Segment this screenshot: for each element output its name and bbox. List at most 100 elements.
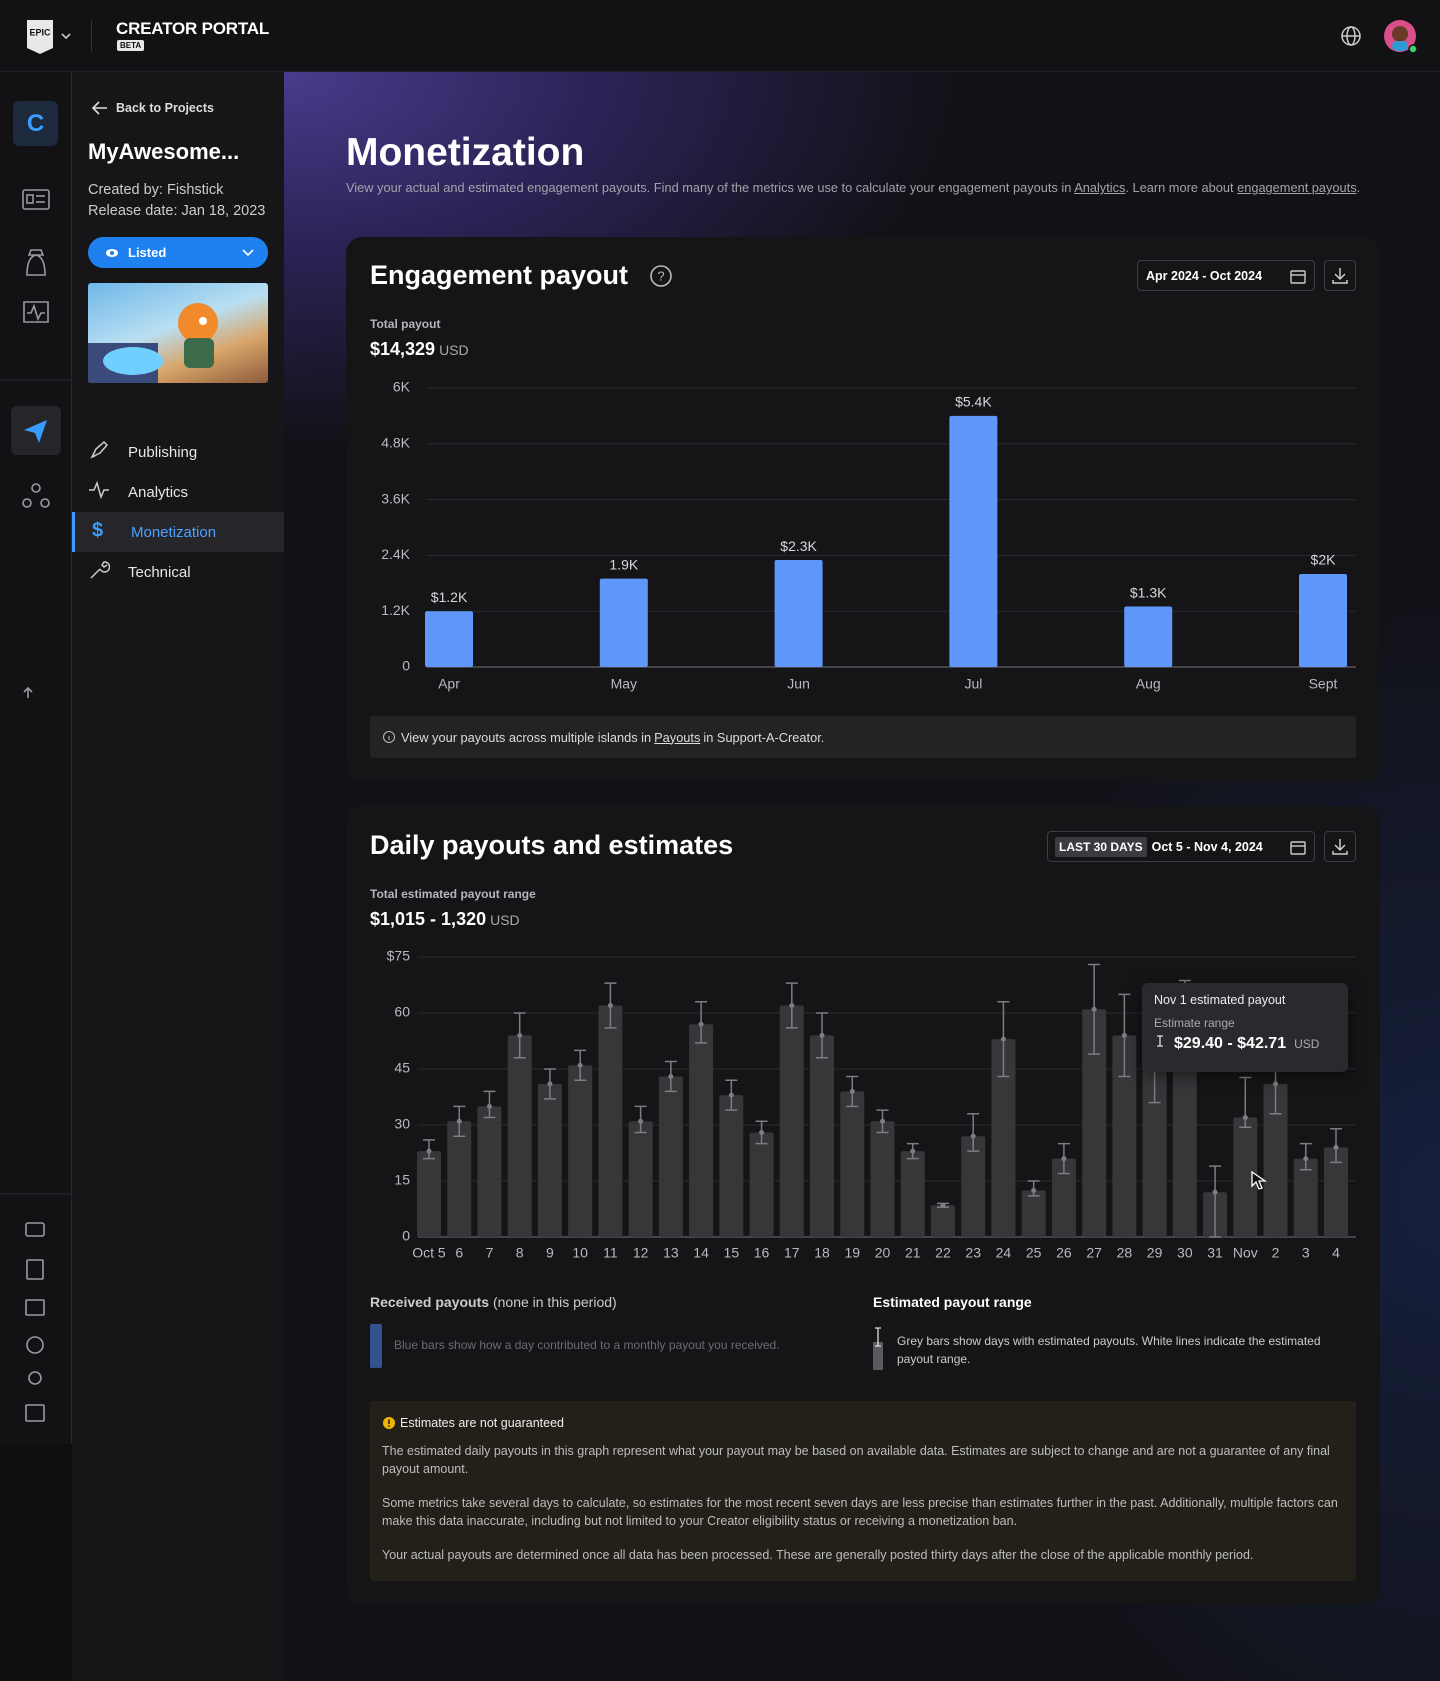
bar <box>1051 1158 1076 1237</box>
divider <box>91 20 92 52</box>
nav-icon <box>90 440 109 459</box>
top-bar <box>0 0 1440 72</box>
estimate-point <box>698 1021 704 1027</box>
legend-title: Received payouts <box>370 1294 490 1310</box>
x-tick-label: 13 <box>663 1245 679 1261</box>
warning-paragraph: Your actual payouts are determined once … <box>382 1548 1254 1562</box>
download-button[interactable] <box>1324 831 1356 862</box>
thumbnail-art <box>88 303 218 383</box>
bar <box>749 1132 774 1237</box>
unit: USD <box>439 342 469 358</box>
estimate-point <box>880 1118 885 1124</box>
release-date: Release date: Jan 18, 2023 <box>88 203 266 219</box>
bar <box>417 1151 441 1237</box>
nav-item[interactable]: Analytics <box>72 472 284 512</box>
bar <box>719 1095 744 1237</box>
estimate-point <box>1303 1156 1309 1162</box>
back-arrow[interactable] <box>90 100 110 116</box>
nav-item-active[interactable]: $ Monetization <box>72 512 284 552</box>
x-tick-label: 22 <box>935 1245 951 1261</box>
nav-icon: $ <box>92 519 103 541</box>
x-tick-label: 17 <box>784 1245 800 1261</box>
estimate-point <box>1242 1115 1248 1121</box>
epic-logo[interactable]: EPIC <box>24 18 84 56</box>
created-by: Created by: Fishstick <box>88 182 224 198</box>
x-tick-label: 12 <box>633 1245 649 1261</box>
link[interactable]: engagement payouts <box>1237 180 1357 195</box>
nav-item[interactable]: Technical <box>72 552 284 592</box>
project-name: MyAwesome... <box>88 139 240 164</box>
download-button[interactable] <box>1324 260 1356 291</box>
avatar[interactable] <box>1383 19 1419 55</box>
chevron <box>242 248 254 256</box>
tooltip-unit: USD <box>1294 1037 1320 1051</box>
bar <box>477 1106 502 1237</box>
bar <box>689 1024 714 1237</box>
beta-badge: BETA <box>117 40 145 51</box>
value-label: $2.3K <box>780 538 817 554</box>
unit: USD <box>490 912 520 928</box>
warning-title: Estimates are not guaranteed <box>382 1414 1345 1432</box>
estimate-point <box>638 1118 644 1124</box>
date-range: Oct 5 - Nov 4, 2024 <box>1151 839 1263 854</box>
help-icon[interactable]: ? <box>649 264 673 288</box>
tooltip-value: $29.40 - $42.71 USD <box>1154 1034 1336 1053</box>
intro-text: View your actual and estimated engagemen… <box>346 180 1075 195</box>
x-tick-label: 7 <box>486 1245 494 1261</box>
legend-text: Grey bars show days with estimated payou… <box>897 1334 1321 1366</box>
value-label: $5.4K <box>955 394 992 410</box>
estimate-point <box>970 1133 976 1139</box>
bar <box>1293 1158 1318 1237</box>
link[interactable]: Analytics <box>1074 180 1126 195</box>
link[interactable]: Payouts <box>654 729 701 745</box>
y-tick-label: 3.6K <box>381 490 410 506</box>
back-link[interactable]: Back to Projects <box>116 101 214 115</box>
status-label: Listed <box>128 245 167 260</box>
engagement-card <box>346 237 1380 782</box>
card-title: Daily payouts and estimates <box>370 830 734 860</box>
x-tick-label: 26 <box>1056 1245 1072 1261</box>
x-tick-label: Jul <box>964 676 982 692</box>
nav-icon <box>89 480 109 500</box>
calendar-icon <box>1290 269 1306 284</box>
estimate-point <box>789 1003 795 1009</box>
estimate-point <box>1121 1032 1127 1038</box>
error-bar <box>1209 1165 1222 1238</box>
calendar-icon <box>1290 840 1306 855</box>
bar <box>1021 1190 1046 1237</box>
date-picker[interactable]: LAST 30 DAYS Oct 5 - Nov 4, 2024 <box>1047 831 1315 862</box>
x-tick-label: 27 <box>1086 1245 1102 1261</box>
x-tick-label: 8 <box>516 1245 524 1261</box>
bar <box>1142 1069 1167 1237</box>
x-tick-label: 18 <box>814 1245 830 1261</box>
estimate-point <box>819 1032 825 1038</box>
date-picker[interactable]: Apr 2024 - Oct 2024 <box>1137 260 1315 291</box>
x-tick-label: 4 <box>1332 1245 1340 1261</box>
bar <box>447 1121 472 1237</box>
bar <box>598 1005 623 1237</box>
estimate-point <box>940 1202 946 1208</box>
download-icon <box>1332 839 1348 855</box>
project-tile[interactable]: C <box>13 101 58 146</box>
total-value: $1,015 - 1,320 <box>370 909 487 929</box>
language-icon[interactable] <box>1340 25 1362 47</box>
intro-text: . <box>1356 180 1361 195</box>
status-dropdown[interactable]: Listed <box>88 237 268 268</box>
tooltip-label: Estimate range <box>1154 1016 1235 1030</box>
y-tick-label: 0 <box>402 1228 410 1244</box>
bar <box>568 1065 593 1237</box>
bar <box>870 1121 895 1237</box>
rail-icons <box>0 189 72 1422</box>
estimate-point <box>577 1062 583 1068</box>
nav-label: Technical <box>128 563 191 581</box>
x-tick-label: Apr <box>438 676 460 692</box>
warning-paragraph: Some metrics take several days to calcul… <box>382 1496 1338 1528</box>
estimate-point <box>1061 1156 1067 1162</box>
bar <box>628 1121 653 1237</box>
nav-item[interactable]: Publishing <box>72 432 284 472</box>
total-label: Total payout <box>370 317 441 331</box>
y-tick-label: 0 <box>402 658 410 674</box>
y-tick-label: 60 <box>394 1004 410 1020</box>
tooltip-title: Nov 1 estimated payout <box>1154 993 1286 1007</box>
